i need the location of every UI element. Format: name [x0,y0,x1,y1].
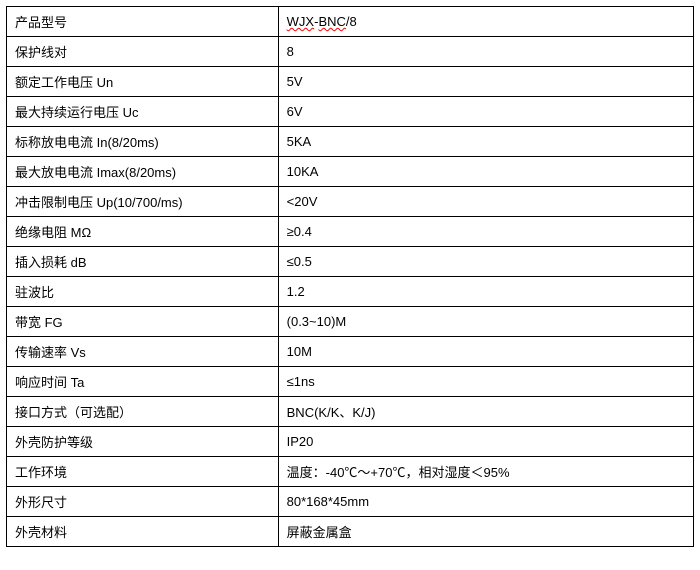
spec-label: 产品型号 [7,7,279,37]
table-row: 驻波比1.2 [7,277,694,307]
spec-label: 插入损耗 dB [7,247,279,277]
spec-label: 接口方式（可选配） [7,397,279,427]
spec-label: 标称放电电流 In(8/20ms) [7,127,279,157]
table-row: 最大放电电流 Imax(8/20ms)10KA [7,157,694,187]
spec-label: 最大放电电流 Imax(8/20ms) [7,157,279,187]
table-row: 外壳材料屏蔽金属盒 [7,517,694,547]
spec-value: BNC(K/K、K/J) [278,397,693,427]
spec-value: 5V [278,67,693,97]
spec-value: <20V [278,187,693,217]
spec-value: 6V [278,97,693,127]
spec-value: 1.2 [278,277,693,307]
spec-label: 额定工作电压 Un [7,67,279,97]
table-row: 带宽 FG(0.3~10)M [7,307,694,337]
spec-label: 外壳材料 [7,517,279,547]
spec-value: 10KA [278,157,693,187]
spec-label: 驻波比 [7,277,279,307]
spec-value: ≤1ns [278,367,693,397]
spec-value: 8 [278,37,693,67]
table-row: 标称放电电流 In(8/20ms)5KA [7,127,694,157]
spec-label: 响应时间 Ta [7,367,279,397]
spec-value: 5KA [278,127,693,157]
spec-value: (0.3~10)M [278,307,693,337]
spec-value: IP20 [278,427,693,457]
spec-label: 冲击限制电压 Up(10/700/ms) [7,187,279,217]
table-row: 额定工作电压 Un5V [7,67,694,97]
table-row: 传输速率 Vs10M [7,337,694,367]
spec-label: 外壳防护等级 [7,427,279,457]
spec-value: 10M [278,337,693,367]
table-row: 工作环境温度：-40℃～+70℃，相对湿度＜95% [7,457,694,487]
spec-label: 外形尺寸 [7,487,279,517]
spec-label: 传输速率 Vs [7,337,279,367]
spec-value: ≥0.4 [278,217,693,247]
table-row: 插入损耗 dB≤0.5 [7,247,694,277]
table-row: 外壳防护等级IP20 [7,427,694,457]
spec-value: 80*168*45mm [278,487,693,517]
table-row: 冲击限制电压 Up(10/700/ms)<20V [7,187,694,217]
table-row: 绝缘电阻 MΩ≥0.4 [7,217,694,247]
spec-label: 绝缘电阻 MΩ [7,217,279,247]
table-row: 外形尺寸80*168*45mm [7,487,694,517]
spec-table: 产品型号WJX-BNC/8保护线对8额定工作电压 Un5V最大持续运行电压 Uc… [6,6,694,547]
spec-value: ≤0.5 [278,247,693,277]
table-row: 响应时间 Ta≤1ns [7,367,694,397]
table-row: 保护线对8 [7,37,694,67]
spec-value: 温度：-40℃～+70℃，相对湿度＜95% [278,457,693,487]
table-row: 接口方式（可选配）BNC(K/K、K/J) [7,397,694,427]
table-row: 产品型号WJX-BNC/8 [7,7,694,37]
spec-label: 保护线对 [7,37,279,67]
spec-label: 最大持续运行电压 Uc [7,97,279,127]
spec-label: 工作环境 [7,457,279,487]
spec-label: 带宽 FG [7,307,279,337]
spec-value: WJX-BNC/8 [278,7,693,37]
table-row: 最大持续运行电压 Uc6V [7,97,694,127]
spec-value: 屏蔽金属盒 [278,517,693,547]
